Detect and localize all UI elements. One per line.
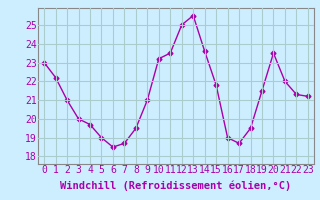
X-axis label: Windchill (Refroidissement éolien,°C): Windchill (Refroidissement éolien,°C) [60, 181, 292, 191]
